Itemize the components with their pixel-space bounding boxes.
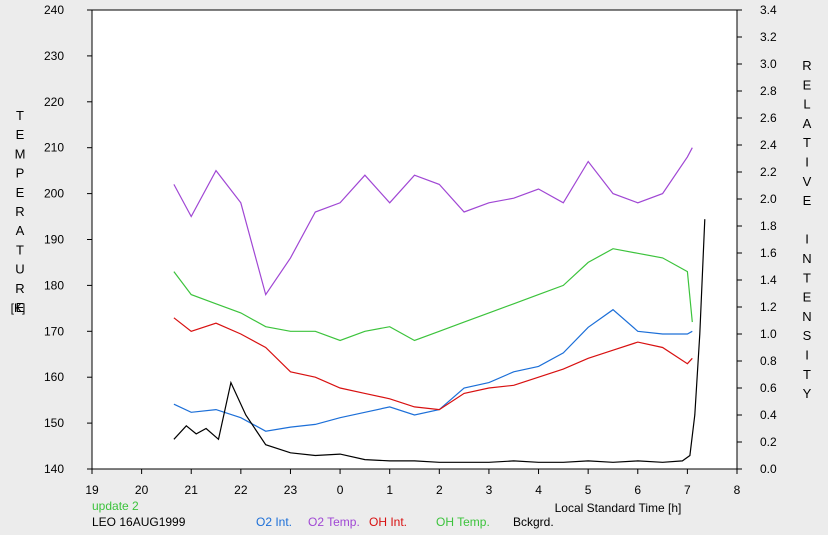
right-axis-title-letter: L [803, 97, 810, 112]
plot-area [91, 9, 738, 470]
right-tick-label: 3.2 [760, 30, 777, 44]
x-tick-label: 20 [135, 483, 149, 497]
right-axis-title-letter: E [803, 77, 812, 92]
legend-item: O2 Temp. [308, 515, 360, 529]
left-axis-title-letter: T [16, 108, 24, 123]
left-tick-label: 210 [44, 141, 64, 155]
legend-item: OH Temp. [436, 515, 490, 529]
right-tick-label: 1.0 [760, 327, 777, 341]
left-axis-title-letter: P [16, 166, 25, 181]
right-tick-label: 0.4 [760, 408, 777, 422]
right-axis-title-letter: E [803, 193, 812, 208]
left-axis-title-letter: R [15, 281, 24, 296]
x-tick-label: 7 [684, 483, 691, 497]
right-tick-label: 0.8 [760, 354, 777, 368]
left-tick-label: 240 [44, 3, 64, 17]
right-tick-label: 1.6 [760, 246, 777, 260]
right-tick-label: 1.8 [760, 219, 777, 233]
left-tick-label: 200 [44, 187, 64, 201]
legend: O2 Int. O2 Temp. OH Int. OH Temp. Bckgrd. [256, 515, 554, 529]
right-axis-title-letter: T [803, 367, 811, 382]
series-line-bckgrd [173, 219, 706, 463]
right-axis-title-letter: I [805, 155, 809, 170]
right-axis-title-letter: V [803, 174, 812, 189]
series-lines [173, 147, 706, 463]
right-axis-title-letter: A [803, 116, 812, 131]
right-axis-title-letter: T [803, 270, 811, 285]
left-axis-title-letter: A [16, 223, 25, 238]
left-tick-label: 150 [44, 416, 64, 430]
right-axis-title-letter: R [802, 58, 811, 73]
right-axis-title-letter: Y [803, 386, 812, 401]
left-axis-title-letter: E [16, 300, 25, 315]
x-tick-label: 19 [85, 483, 99, 497]
left-axis-title-letter: R [15, 204, 24, 219]
x-tick-label: 4 [535, 483, 542, 497]
x-tick-label: 3 [486, 483, 493, 497]
left-axis-title-letter: T [16, 242, 24, 257]
x-tick-label: 8 [734, 483, 741, 497]
footer-station: LEO 16AUG1999 [92, 515, 186, 529]
left-tick-label: 140 [44, 462, 64, 476]
left-axis-ticks: 140 150 160 170 180 190 200 210 220 230 240 [44, 3, 92, 476]
x-tick-label: 5 [585, 483, 592, 497]
right-axis-title-letter: N [802, 309, 811, 324]
right-axis-ticks: 0.0 0.2 0.4 0.6 0.8 1.0 1.2 1.4 1.6 1.8 2.0 2.2 2.4 2… [737, 3, 777, 476]
left-axis-title-letter: E [16, 185, 25, 200]
right-axis-title-letter: I [805, 348, 809, 363]
right-tick-label: 3.4 [760, 3, 777, 17]
x-axis-label: Local Standard Time [h] [555, 501, 682, 515]
right-axis-title-letter: I [805, 232, 809, 247]
left-axis-title-letter: U [15, 262, 24, 277]
footer-update: update 2 [92, 499, 139, 513]
right-axis-title-letter: N [802, 251, 811, 266]
left-axis-unit: [K] [11, 301, 26, 315]
right-tick-label: 2.4 [760, 138, 777, 152]
right-tick-label: 1.2 [760, 300, 777, 314]
legend-item: O2 Int. [256, 515, 292, 529]
right-axis-title-letter: T [803, 135, 811, 150]
right-tick-label: 1.4 [760, 273, 777, 287]
legend-item: OH Int. [369, 515, 407, 529]
x-tick-label: 6 [634, 483, 641, 497]
x-tick-label: 22 [234, 483, 248, 497]
x-tick-label: 1 [386, 483, 393, 497]
series-line-o2-temp [173, 147, 693, 297]
legend-item: Bckgrd. [513, 515, 554, 529]
series-line-oh-int [173, 317, 693, 411]
left-tick-label: 220 [44, 95, 64, 109]
right-tick-label: 2.2 [760, 165, 777, 179]
left-tick-label: 230 [44, 49, 64, 63]
right-tick-label: 0.2 [760, 435, 777, 449]
left-axis-title-letter: M [15, 146, 26, 161]
left-tick-label: 170 [44, 324, 64, 338]
left-axis-title-letter: E [16, 127, 25, 142]
right-tick-label: 2.0 [760, 192, 777, 206]
x-tick-label: 2 [436, 483, 443, 497]
right-tick-label: 0.6 [760, 381, 777, 395]
x-tick-label: 23 [284, 483, 298, 497]
right-axis-title-letter: S [803, 328, 812, 343]
right-tick-label: 2.6 [760, 111, 777, 125]
left-tick-label: 180 [44, 278, 64, 292]
right-tick-label: 0.0 [760, 462, 777, 476]
left-tick-label: 190 [44, 233, 64, 247]
x-tick-label: 0 [337, 483, 344, 497]
series-line-oh-temp [173, 248, 693, 342]
right-tick-label: 3.0 [760, 57, 777, 71]
left-tick-label: 160 [44, 370, 64, 384]
x-tick-label: 21 [185, 483, 199, 497]
right-tick-label: 2.8 [760, 84, 777, 98]
right-axis-title-letter: E [803, 290, 812, 305]
x-axis-ticks: 19 20 21 22 23 0 1 2 3 4 5 6 7 8 [85, 469, 741, 497]
